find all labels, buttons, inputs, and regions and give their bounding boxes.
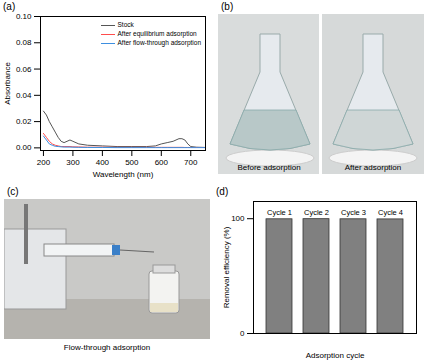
html-text:(a): (a)	[3, 1, 16, 12]
svg-text:100: 100	[231, 214, 245, 223]
html-text:After equilibrium adsorption: After equilibrium adsorption	[117, 30, 197, 37]
html-text:Flow-through adsorption: Flow-through adsorption	[63, 343, 151, 352]
svg-text:300: 300	[66, 158, 80, 167]
svg-text:Cycle 2: Cycle 2	[304, 208, 329, 217]
svg-text:400: 400	[96, 158, 110, 167]
svg-text:Absorbance: Absorbance	[3, 62, 12, 105]
svg-text:Removal efficiency (%): Removal efficiency (%)	[222, 226, 231, 308]
svg-text:After adsorption: After adsorption	[345, 163, 401, 172]
html-text:(c): (c)	[7, 186, 19, 197]
html-text:(d): (d)	[216, 186, 229, 197]
svg-text:Before adsorption: Before adsorption	[237, 163, 300, 172]
svg-text:Adsorption cycle: Adsorption cycle	[306, 351, 365, 360]
svg-text:Cycle 4: Cycle 4	[378, 208, 403, 217]
html-text:(b): (b)	[221, 1, 234, 12]
svg-text:0.10: 0.10	[16, 12, 32, 21]
svg-text:0.08: 0.08	[16, 38, 32, 47]
svg-text:500: 500	[125, 158, 139, 167]
svg-text:0.06: 0.06	[16, 65, 32, 74]
svg-text:0.04: 0.04	[16, 91, 32, 100]
svg-text:Cycle 3: Cycle 3	[341, 208, 366, 217]
svg-text:0.00: 0.00	[16, 143, 32, 152]
html-text:After flow-through adsorption: After flow-through adsorption	[117, 39, 201, 46]
svg-text:0: 0	[240, 329, 245, 338]
svg-text:0.02: 0.02	[16, 117, 32, 126]
svg-text:600: 600	[155, 158, 169, 167]
svg-text:Wavelength (nm): Wavelength (nm)	[93, 170, 154, 179]
svg-text:200: 200	[37, 158, 51, 167]
html-text:Stock: Stock	[117, 21, 134, 28]
svg-text:700: 700	[184, 158, 198, 167]
svg-text:Cycle 1: Cycle 1	[267, 208, 292, 217]
